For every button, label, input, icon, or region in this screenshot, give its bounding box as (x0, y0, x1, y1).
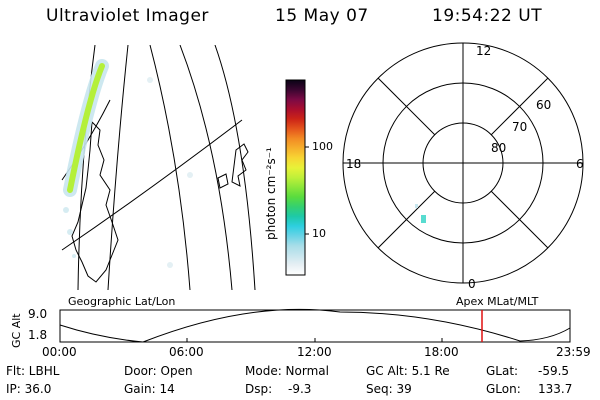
dsp-label: Dsp: (245, 382, 273, 396)
mlt-label-0: 0 (468, 277, 476, 291)
polar-aurora-spot (421, 215, 426, 223)
ip-status: IP: 36.0 (6, 382, 52, 396)
door-status: Door: Open (124, 364, 193, 378)
glon-value: 133.7 (538, 382, 573, 396)
aurora-speckle (147, 77, 153, 83)
aurora-speckle (167, 262, 173, 268)
glat-value: -59.5 (538, 364, 570, 378)
aurora-speckle (63, 207, 69, 213)
mode-status: Mode: Normal (245, 364, 329, 378)
timeline-xtick: 23:59 (556, 345, 591, 359)
glon-label: GLon: (486, 382, 521, 396)
aurora-arc (67, 63, 105, 193)
gain-status: Gain: 14 (124, 382, 175, 396)
mlat-label-70: 70 (512, 120, 528, 134)
coastline (71, 120, 119, 283)
polar-diagonal (377, 190, 436, 249)
coastline (217, 173, 229, 189)
geographic-map (61, 45, 256, 290)
timeline-xtick: 00:00 (42, 345, 77, 359)
header-time: 19:54:22 UT (432, 6, 543, 26)
altitude-timeline (59, 308, 571, 343)
mlt-label-12: 12 (476, 44, 492, 58)
gc-alt-status: GC Alt: 5.1 Re (366, 364, 450, 378)
parallel-line (61, 119, 243, 251)
timeline-xtick: 06:00 (169, 345, 204, 359)
meridian-line (179, 45, 233, 290)
mlat-label-80: 80 (491, 141, 507, 155)
mlt-label-6: 6 (576, 157, 584, 171)
polar-diagonal (490, 190, 549, 249)
header-date: 15 May 07 (275, 6, 369, 26)
mlat-label-60: 60 (536, 98, 552, 112)
meridian-line (214, 45, 256, 290)
colorbar (285, 79, 306, 276)
mlt-label-18: 18 (346, 157, 362, 171)
dsp-value: -9.3 (288, 382, 312, 396)
colorbar-unit-label: photon cm⁻²s⁻¹ (264, 147, 278, 240)
colorbar-tick-label: 10 (312, 227, 326, 240)
aurora-speckle (67, 229, 73, 235)
polar-aurora-spot (415, 204, 418, 208)
polar-diagonal (377, 77, 436, 136)
polar-caption: Apex MLat/MLT (456, 295, 539, 308)
altitude-curve (59, 308, 571, 343)
timeline-xtick: 12:00 (297, 345, 332, 359)
meridian-line (149, 45, 191, 290)
timeline-frame (59, 309, 571, 343)
aurora-speckle (187, 172, 193, 178)
timeline-xtick: 18:00 (424, 345, 459, 359)
colorbar-tick-label: 100 (312, 140, 333, 153)
polar-diagonal (490, 77, 549, 136)
timeline-ytick: 1.8 (28, 328, 48, 342)
timeline-ylabel: GC Alt (10, 313, 23, 348)
timeline-ytick: 9.0 (28, 307, 48, 321)
polar-plot (342, 42, 584, 284)
instrument-title: Ultraviolet Imager (46, 6, 209, 26)
filter-status: Flt: LBHL (6, 364, 60, 378)
coastline (231, 143, 249, 187)
aurora-speckle (72, 254, 76, 258)
meridian-line (77, 45, 96, 290)
seq-status: Seq: 39 (366, 382, 412, 396)
map-caption: Geographic Lat/Lon (68, 295, 176, 308)
glat-label: GLat: (486, 364, 519, 378)
meridian-line (107, 45, 129, 290)
